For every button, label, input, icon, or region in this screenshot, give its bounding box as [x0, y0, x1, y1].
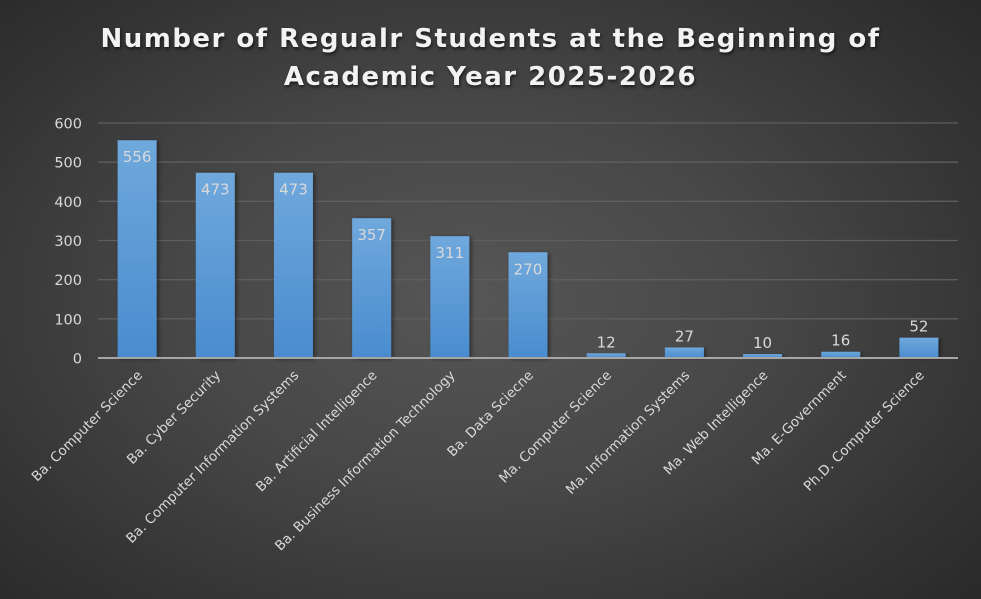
- data-label: 12: [597, 333, 616, 351]
- data-label: 27: [675, 327, 694, 345]
- bars: [117, 140, 939, 358]
- x-category-label: Ba. Data Sciecne: [444, 368, 537, 461]
- data-label: 311: [435, 244, 464, 262]
- x-category-label: Ma. Information Systems: [563, 368, 693, 498]
- chart-title-line-1: Number of Regualr Students at the Beginn…: [100, 24, 881, 54]
- data-label: 357: [357, 226, 386, 244]
- data-label: 473: [279, 181, 308, 199]
- bar: [664, 347, 704, 358]
- bar: [743, 354, 783, 358]
- bar: [586, 353, 626, 358]
- data-labels: 556 473 473 357 311 270 12 27 10 16 52: [123, 148, 929, 352]
- data-label: 52: [909, 318, 928, 336]
- data-label: 556: [123, 148, 152, 166]
- y-tick-label: 100: [54, 312, 82, 328]
- y-tick-label: 600: [54, 117, 82, 133]
- y-tick-label: 200: [54, 273, 82, 289]
- chart-title-line-2: Academic Year 2025-2026: [283, 62, 698, 92]
- y-tick-label: 500: [54, 156, 82, 172]
- chart-title: Number of Regualr Students at the Beginn…: [0, 20, 981, 96]
- bar: [117, 140, 157, 358]
- data-label: 473: [201, 181, 230, 199]
- data-label: 10: [753, 334, 772, 352]
- y-tick-label: 0: [73, 352, 82, 368]
- bar: [273, 172, 313, 358]
- y-axis-tick-labels: 0 100 200 300 400 500 600: [54, 117, 82, 368]
- bar: [195, 172, 235, 358]
- data-label: 16: [831, 332, 850, 350]
- bar: [430, 236, 470, 358]
- bar: [899, 337, 939, 358]
- bar: [821, 351, 861, 358]
- bar: [508, 252, 548, 358]
- bar: [352, 218, 392, 358]
- x-category-label: Ba. Business Information Technology: [272, 368, 459, 555]
- x-category-label: Ba. Computer Information Systems: [123, 368, 302, 547]
- y-tick-label: 400: [54, 195, 82, 211]
- y-tick-label: 300: [54, 234, 82, 250]
- x-category-label: Ba. Computer Science: [29, 368, 146, 485]
- data-label: 270: [514, 260, 543, 278]
